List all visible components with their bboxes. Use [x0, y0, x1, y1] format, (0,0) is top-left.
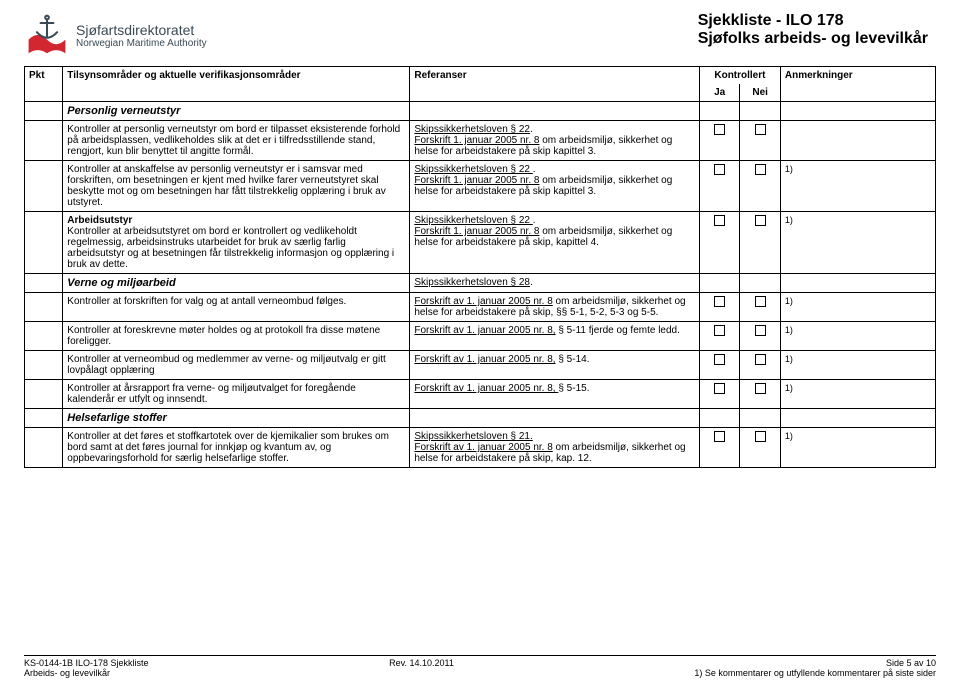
ref-cell	[410, 102, 700, 121]
nei-checkbox[interactable]	[740, 380, 781, 409]
pkt-cell	[25, 293, 63, 322]
anm-cell[interactable]	[780, 121, 935, 161]
section-heading: Helsefarlige stoffer	[63, 409, 410, 428]
pkt-cell	[25, 161, 63, 212]
col-kontrollert: Kontrollert	[699, 67, 780, 85]
ref-cell: Skipssikkerhetsloven § 28.	[410, 274, 700, 293]
pkt-cell	[25, 428, 63, 468]
anm-cell	[780, 409, 935, 428]
ja-checkbox[interactable]	[699, 212, 739, 274]
logo-subtitle: Norwegian Maritime Authority	[76, 38, 207, 49]
pkt-cell	[25, 274, 63, 293]
pkt-cell	[25, 212, 63, 274]
ja-checkbox[interactable]	[699, 322, 739, 351]
anm-cell	[780, 274, 935, 293]
desc-cell: Kontroller at det føres et stoffkartotek…	[63, 428, 410, 468]
col-pkt: Pkt	[25, 67, 63, 102]
checklist-table: Pkt Tilsynsområder og aktuelle verifikas…	[24, 66, 936, 468]
ref-cell: Skipssikkerhetsloven § 22 .Forskrift 1. …	[410, 212, 700, 274]
col-nei: Nei	[740, 84, 781, 102]
pkt-cell	[25, 409, 63, 428]
anm-cell[interactable]: 1)	[780, 161, 935, 212]
ja-cell	[699, 274, 739, 293]
nei-cell	[740, 274, 781, 293]
desc-cell: Kontroller at forskriften for valg og at…	[63, 293, 410, 322]
nei-checkbox[interactable]	[740, 351, 781, 380]
ja-checkbox[interactable]	[699, 293, 739, 322]
pkt-cell	[25, 351, 63, 380]
nei-checkbox[interactable]	[740, 121, 781, 161]
anm-cell	[780, 102, 935, 121]
ref-cell: Forskrift av 1. januar 2005 nr. 8 om arb…	[410, 293, 700, 322]
ja-checkbox[interactable]	[699, 428, 739, 468]
ref-cell: Forskrift av 1. januar 2005 nr. 8, § 5-1…	[410, 351, 700, 380]
desc-cell: Kontroller at anskaffelse av personlig v…	[63, 161, 410, 212]
nei-cell	[740, 409, 781, 428]
pkt-cell	[25, 322, 63, 351]
ref-cell: Forskrift av 1. januar 2005 nr. 8, § 5-1…	[410, 322, 700, 351]
ja-checkbox[interactable]	[699, 161, 739, 212]
footer-doc-id: KS-0144-1B ILO-178 Sjekkliste	[24, 658, 149, 668]
anm-cell[interactable]: 1)	[780, 380, 935, 409]
anm-cell[interactable]: 1)	[780, 322, 935, 351]
ref-cell: Forskrift av 1. januar 2005 nr. 8, § 5-1…	[410, 380, 700, 409]
desc-cell: Kontroller at foreskrevne møter holdes o…	[63, 322, 410, 351]
footer: KS-0144-1B ILO-178 Sjekkliste Arbeids- o…	[24, 655, 936, 678]
ja-checkbox[interactable]	[699, 380, 739, 409]
section-heading: Verne og miljøarbeid	[63, 274, 410, 293]
logo: Sjøfartsdirektoratet Norwegian Maritime …	[24, 12, 207, 58]
footer-revision: Rev. 14.10.2011	[389, 658, 454, 668]
pkt-cell	[25, 102, 63, 121]
anm-cell[interactable]: 1)	[780, 351, 935, 380]
anm-cell[interactable]: 1)	[780, 428, 935, 468]
ja-checkbox[interactable]	[699, 121, 739, 161]
desc-cell: Kontroller at personlig verneutstyr om b…	[63, 121, 410, 161]
footer-doc-subtitle: Arbeids- og levevilkår	[24, 668, 149, 678]
nei-checkbox[interactable]	[740, 212, 781, 274]
ref-cell	[410, 409, 700, 428]
nei-checkbox[interactable]	[740, 322, 781, 351]
footer-page: Side 5 av 10	[694, 658, 936, 668]
anm-cell[interactable]: 1)	[780, 293, 935, 322]
ref-cell: Skipssikkerhetsloven § 22 .Forskrift 1. …	[410, 161, 700, 212]
pkt-cell	[25, 121, 63, 161]
ja-cell	[699, 409, 739, 428]
desc-cell: Kontroller at verneombud og medlemmer av…	[63, 351, 410, 380]
col-ja: Ja	[699, 84, 739, 102]
nei-checkbox[interactable]	[740, 161, 781, 212]
section-heading: Personlig verneutstyr	[63, 102, 410, 121]
desc-cell: ArbeidsutstyrKontroller at arbeidsutstyr…	[63, 212, 410, 274]
ja-checkbox[interactable]	[699, 351, 739, 380]
nei-cell	[740, 102, 781, 121]
ref-cell: Skipssikkerhetsloven § 21.Forskrift av 1…	[410, 428, 700, 468]
ja-cell	[699, 102, 739, 121]
col-anm: Anmerkninger	[780, 67, 935, 102]
page-title: Sjekkliste - ILO 178 Sjøfolks arbeids- o…	[698, 12, 928, 48]
ref-cell: Skipssikkerhetsloven § 22.Forskrift 1. j…	[410, 121, 700, 161]
pkt-cell	[25, 380, 63, 409]
nei-checkbox[interactable]	[740, 428, 781, 468]
footer-note: 1) Se kommentarer og utfyllende kommenta…	[694, 668, 936, 678]
anchor-wave-icon	[24, 12, 70, 58]
col-ref: Referanser	[410, 67, 700, 102]
nei-checkbox[interactable]	[740, 293, 781, 322]
col-desc: Tilsynsområder og aktuelle verifikasjons…	[63, 67, 410, 102]
desc-cell: Kontroller at årsrapport fra verne- og m…	[63, 380, 410, 409]
anm-cell[interactable]: 1)	[780, 212, 935, 274]
logo-title: Sjøfartsdirektoratet	[76, 22, 207, 38]
